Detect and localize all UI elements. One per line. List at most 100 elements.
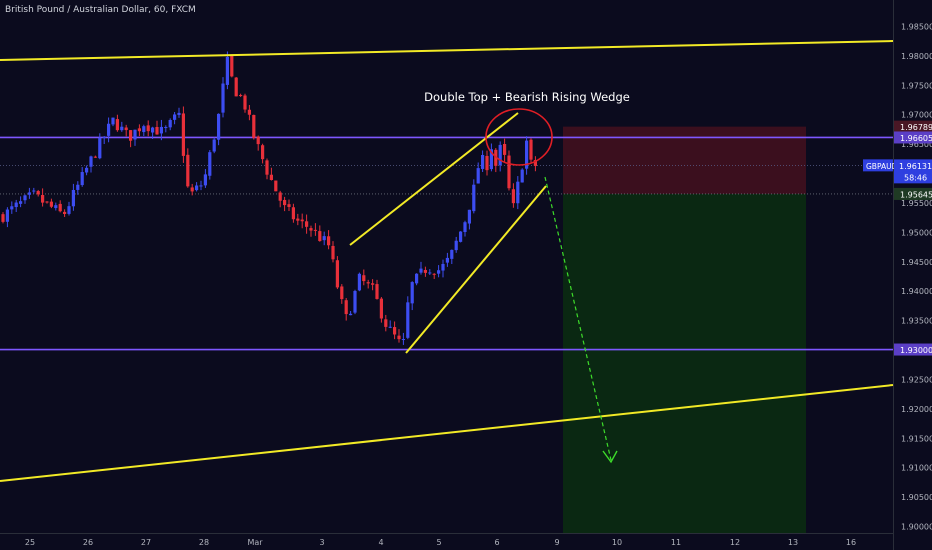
y-tick-label: 1.95000 bbox=[901, 228, 932, 237]
pattern-annotation: Double Top + Bearish Rising Wedge bbox=[424, 90, 630, 104]
candle-body bbox=[32, 190, 36, 192]
candle-body bbox=[199, 185, 203, 187]
candle-body bbox=[133, 129, 137, 140]
x-tick-label: Mar bbox=[247, 538, 263, 547]
y-tick-label: 1.92000 bbox=[901, 405, 932, 414]
candle-body bbox=[230, 55, 234, 77]
candle-body bbox=[173, 114, 177, 120]
x-tick-label: 5 bbox=[436, 538, 441, 547]
projection-arrow-head bbox=[602, 450, 618, 464]
candle-body bbox=[177, 112, 181, 115]
candle-body bbox=[120, 126, 124, 131]
candle-body bbox=[142, 126, 146, 133]
x-tick-label: 4 bbox=[378, 538, 383, 547]
candle-body bbox=[252, 114, 256, 138]
candle-body bbox=[265, 160, 269, 175]
candle-body bbox=[168, 120, 172, 128]
candle-body bbox=[507, 155, 511, 189]
candle-body bbox=[441, 263, 445, 271]
support-price-badge bbox=[894, 343, 932, 356]
x-tick-label: 25 bbox=[25, 538, 35, 547]
candle-body bbox=[151, 127, 155, 133]
candle-body bbox=[234, 77, 238, 97]
y-tick-label: 1.94000 bbox=[901, 287, 932, 296]
candle-body bbox=[397, 335, 401, 340]
x-tick-label: 26 bbox=[83, 538, 93, 547]
candle-body bbox=[511, 189, 515, 204]
y-tick-label: 1.91500 bbox=[901, 434, 932, 443]
candle-body bbox=[327, 236, 331, 246]
candle-body bbox=[476, 168, 480, 184]
candle-body bbox=[239, 95, 243, 97]
candle-body bbox=[340, 286, 344, 300]
candle-body bbox=[533, 159, 537, 166]
candle-body bbox=[41, 195, 45, 203]
candle-body bbox=[388, 326, 392, 328]
candle-body bbox=[375, 284, 379, 299]
y-tick-label: 1.97500 bbox=[901, 81, 932, 90]
candle-body bbox=[58, 203, 62, 212]
resistance-price-label: 1.96605 bbox=[900, 134, 932, 143]
y-tick-label: 1.90500 bbox=[901, 493, 932, 502]
candle-body bbox=[181, 113, 185, 156]
support-price-label: 1.93000 bbox=[900, 346, 932, 355]
chart-title: British Pound / Australian Dollar, 60, F… bbox=[5, 5, 196, 15]
candles bbox=[1, 51, 537, 345]
candle-body bbox=[80, 172, 84, 186]
candle-body bbox=[415, 273, 419, 284]
candle-body bbox=[49, 201, 53, 207]
symbol-badge bbox=[863, 159, 893, 172]
x-tick-label: 6 bbox=[494, 538, 499, 547]
candle-body bbox=[366, 282, 370, 284]
candle-body bbox=[67, 206, 71, 214]
candle-body bbox=[498, 144, 502, 166]
candle-body bbox=[278, 192, 282, 201]
candle-body bbox=[489, 149, 493, 170]
countdown-label: 58:46 bbox=[904, 173, 927, 182]
x-tick-label: 3 bbox=[319, 538, 324, 547]
candle-body bbox=[291, 207, 295, 220]
candle-body bbox=[525, 140, 529, 169]
y-tick-label: 1.90000 bbox=[901, 523, 932, 532]
y-tick-label: 1.95500 bbox=[901, 199, 932, 208]
candle-body bbox=[63, 211, 67, 214]
x-tick-label: 27 bbox=[141, 538, 151, 547]
candle-body bbox=[331, 245, 335, 260]
price-axis bbox=[893, 0, 932, 550]
y-tick-label: 1.98500 bbox=[901, 23, 932, 32]
candle-body bbox=[454, 240, 458, 251]
y-tick-label: 1.93500 bbox=[901, 317, 932, 326]
candle-body bbox=[520, 169, 524, 183]
candle-body bbox=[129, 130, 133, 141]
wedge-upper-trendline bbox=[349, 112, 519, 246]
candle-body bbox=[111, 117, 115, 125]
candle-body bbox=[27, 192, 31, 195]
candle-body bbox=[186, 154, 190, 187]
candle-body bbox=[503, 144, 507, 155]
candle-body bbox=[357, 273, 361, 291]
symbol-label: GBPAUD bbox=[866, 162, 898, 171]
candle-body bbox=[85, 167, 89, 173]
candle-body bbox=[309, 228, 313, 231]
upper-channel-trendline bbox=[0, 40, 894, 61]
candle-body bbox=[379, 298, 383, 319]
candle-body bbox=[164, 127, 168, 129]
candle-body bbox=[335, 260, 339, 288]
candle-body bbox=[393, 327, 397, 335]
candle-body bbox=[208, 152, 212, 176]
candle-body bbox=[124, 127, 128, 131]
current-price-label: 1.96131 bbox=[899, 162, 932, 171]
candle-body bbox=[313, 229, 317, 231]
candle-body bbox=[102, 137, 106, 139]
candle-body bbox=[322, 236, 326, 241]
candle-body bbox=[261, 145, 265, 160]
candle-body bbox=[107, 123, 111, 136]
candle-body bbox=[212, 139, 216, 152]
candle-body bbox=[472, 184, 476, 212]
x-tick-label: 28 bbox=[199, 538, 209, 547]
candle-body bbox=[195, 185, 199, 191]
candle-body bbox=[190, 187, 194, 192]
candle-body bbox=[459, 231, 463, 242]
